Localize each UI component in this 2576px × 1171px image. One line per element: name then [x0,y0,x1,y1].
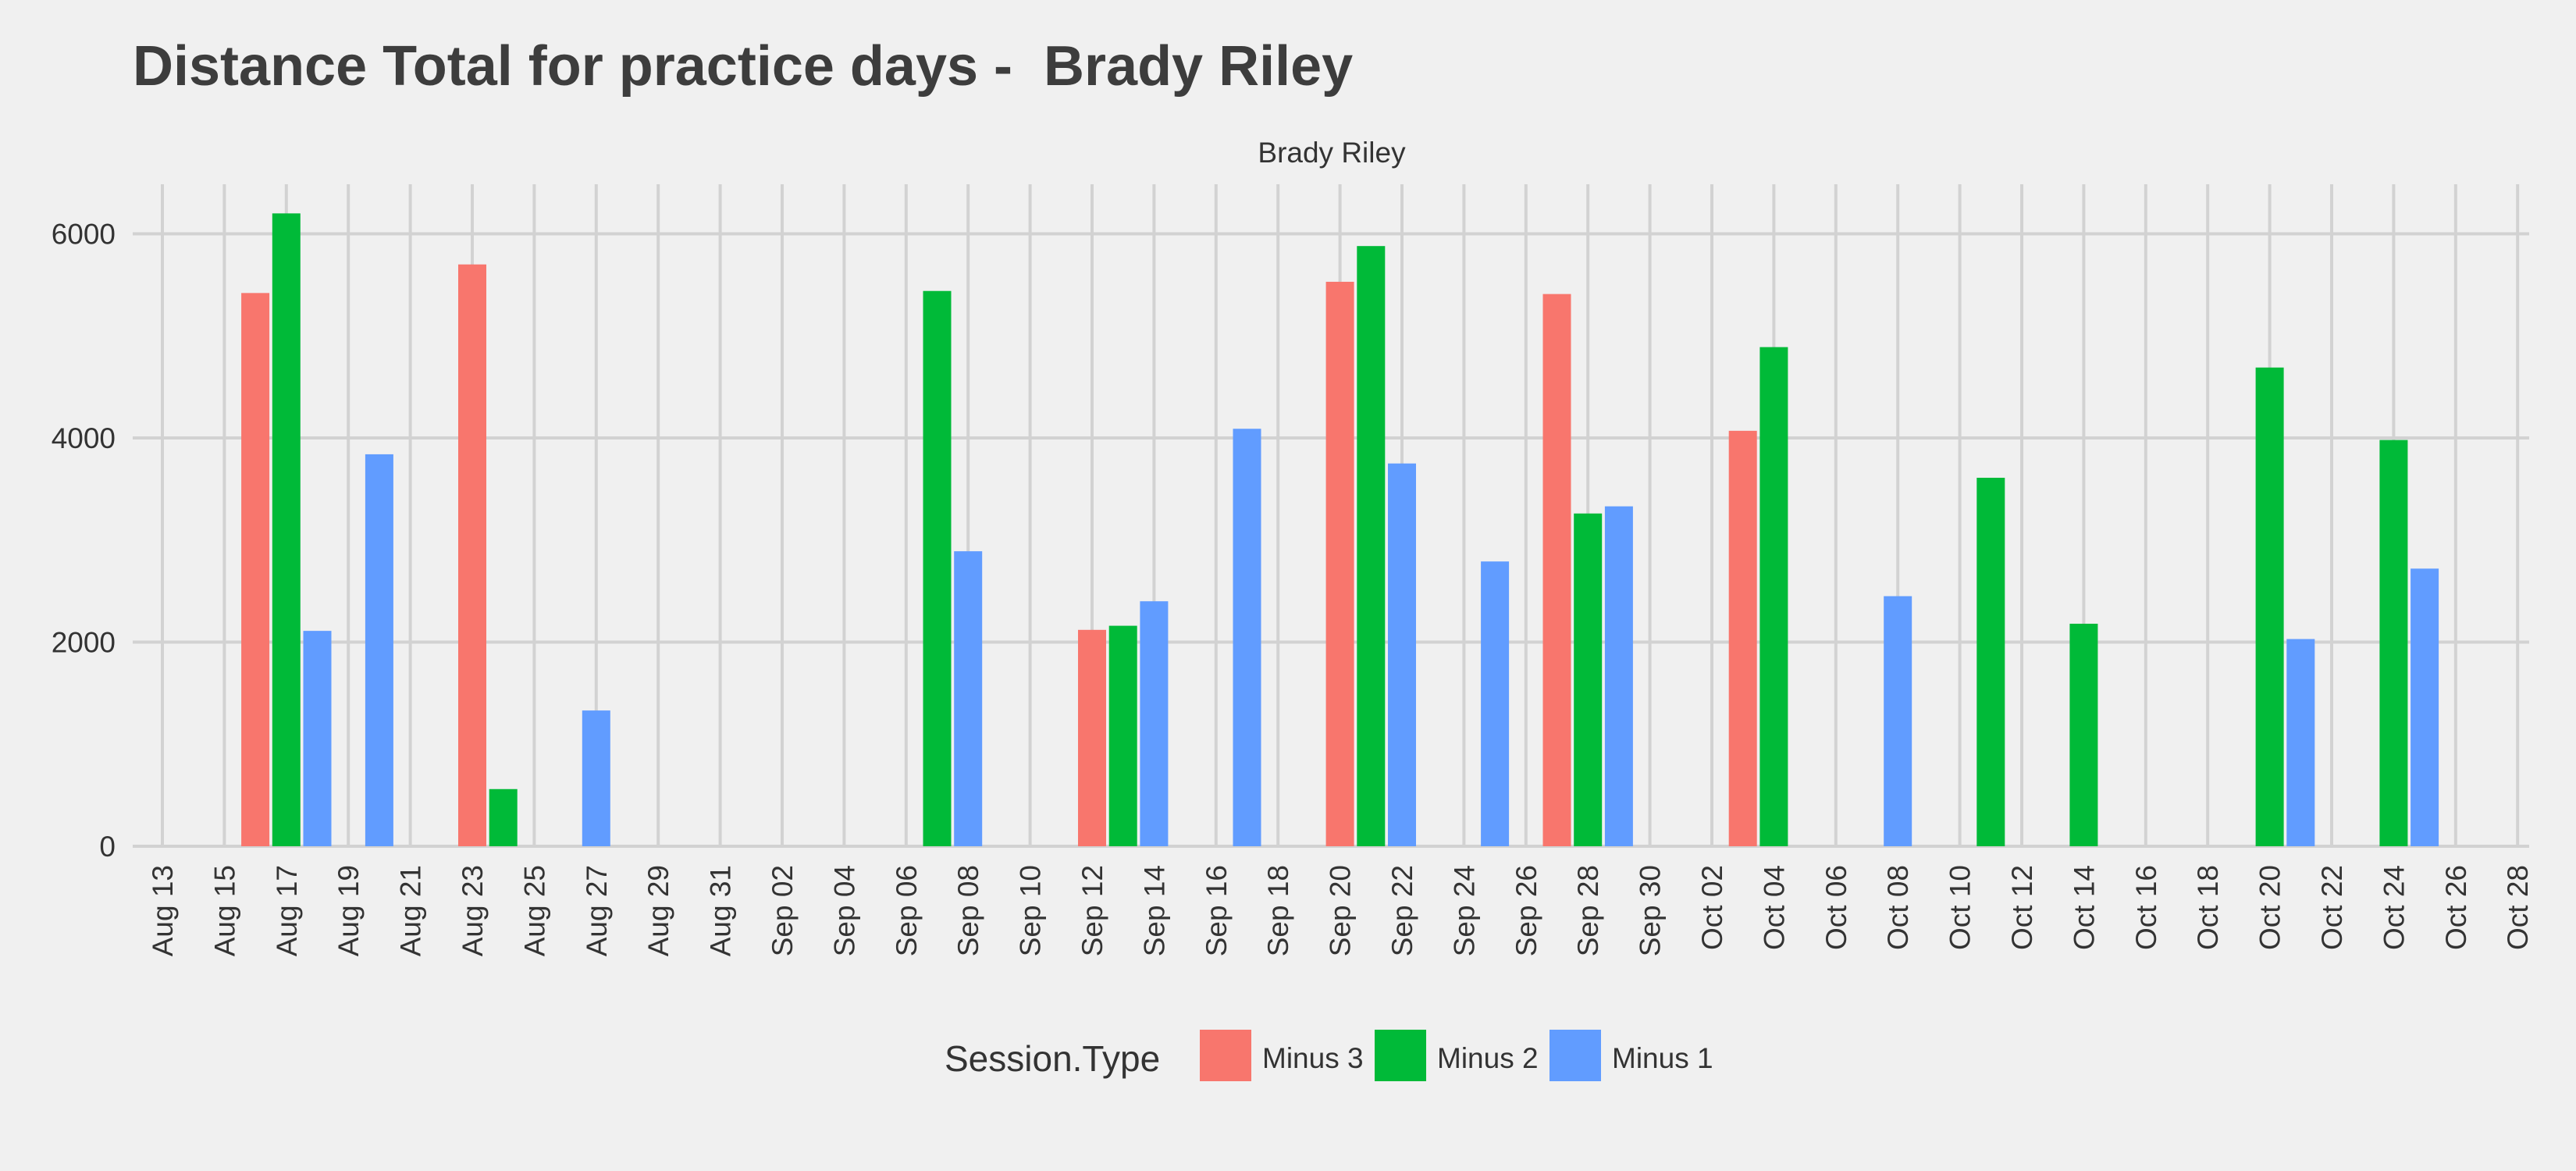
bar-minus-3 [1325,281,1354,846]
x-tick-label: Aug 17 [271,865,303,956]
x-tick-label: Oct 14 [2068,865,2100,950]
bar-minus-2 [1976,477,2005,846]
x-tick-label: Sep 12 [1076,865,1108,956]
bar-minus-1 [1233,429,1261,846]
x-tick-label: Oct 28 [2502,865,2534,950]
bar-minus-1 [2411,568,2439,846]
bar-minus-1 [365,454,393,846]
x-tick-label: Oct 24 [2378,865,2410,950]
legend-title: Session.Type [945,1038,1160,1079]
x-tick-label: Aug 15 [208,865,240,956]
legend-key [1550,1030,1601,1081]
x-tick-label: Sep 18 [1262,865,1294,956]
bar-minus-2 [1759,347,1788,846]
x-tick-label: Oct 12 [2006,865,2038,950]
x-tick-label: Aug 31 [705,865,737,956]
x-tick-label: Sep 08 [952,865,984,956]
bar-minus-1 [1140,601,1169,846]
bar-minus-2 [272,213,301,847]
x-tick-label: Oct 16 [2130,865,2162,950]
bar-minus-2 [2069,623,2098,846]
bar-minus-2 [1357,246,1386,846]
x-tick-label: Sep 30 [1635,865,1667,956]
legend-label: Minus 2 [1437,1042,1539,1074]
x-tick-label: Aug 23 [457,865,489,956]
x-tick-label: Sep 10 [1015,865,1047,956]
bar-minus-3 [1542,294,1571,847]
bar-minus-1 [1481,561,1510,846]
bar-minus-1 [2286,639,2315,846]
bar-minus-3 [1728,430,1757,846]
bar-minus-1 [303,631,332,846]
bar-minus-1 [1604,506,1633,846]
x-tick-label: Aug 13 [147,865,179,956]
x-tick-label: Sep 06 [891,865,923,956]
x-tick-label: Oct 20 [2254,865,2286,950]
x-tick-label: Aug 29 [642,865,674,956]
x-tick-label: Oct 06 [1820,865,1852,950]
x-tick-label: Oct 10 [1944,865,1976,950]
bar-minus-2 [489,788,518,846]
bar-minus-2 [2379,440,2408,846]
chart-title: Distance Total for practice days - Brady… [133,35,1354,98]
bar-minus-2 [2255,367,2284,847]
y-tick-label: 0 [99,831,116,863]
bar-minus-2 [923,290,952,847]
x-tick-label: Sep 26 [1510,865,1542,956]
bars [241,213,2439,847]
bar-minus-2 [1108,625,1137,846]
y-tick-label: 4000 [52,422,116,454]
x-tick-label: Oct 18 [2192,865,2224,950]
x-tick-label: Sep 02 [767,865,799,956]
x-tick-label: Oct 02 [1696,865,1728,950]
bar-minus-1 [954,551,983,846]
y-tick-label: 2000 [52,627,116,659]
bar-minus-3 [241,293,270,847]
facet-strip-label: Brady Riley [1258,137,1406,169]
x-tick-label: Oct 26 [2440,865,2472,950]
legend: Session.Type Minus 3 Minus 2 Minus 1 [945,1030,1713,1081]
x-tick-label: Sep 28 [1572,865,1604,956]
x-tick-label: Oct 22 [2316,865,2348,950]
bar-minus-1 [1388,463,1416,846]
legend-label: Minus 1 [1612,1042,1713,1074]
x-tick-label: Aug 27 [581,865,613,956]
bar-minus-1 [1884,596,1912,846]
x-tick-label: Aug 19 [333,865,365,956]
y-tick-label: 6000 [52,219,116,251]
bar-minus-3 [458,264,486,847]
x-tick-label: Sep 16 [1201,865,1233,956]
x-tick-label: Oct 04 [1758,865,1790,950]
x-tick-label: Aug 25 [518,865,550,956]
x-tick-label: Sep 04 [828,865,860,956]
bar-minus-2 [1574,513,1603,846]
x-tick-label: Sep 20 [1325,865,1357,956]
x-tick-label: Aug 21 [395,865,427,956]
x-tick-label: Sep 22 [1386,865,1418,956]
legend-key [1200,1030,1251,1081]
bar-minus-3 [1078,629,1106,846]
x-tick-label: Sep 14 [1138,865,1170,956]
legend-key [1375,1030,1426,1081]
x-tick-label: Oct 08 [1882,865,1914,950]
x-tick-label: Sep 24 [1448,865,1480,956]
legend-label: Minus 3 [1262,1042,1364,1074]
bar-minus-1 [582,710,610,846]
axis-ticks: 0 2000 4000 6000 Aug 13 Aug 15 Aug 17 Aug 19 Aug… [52,219,2535,957]
